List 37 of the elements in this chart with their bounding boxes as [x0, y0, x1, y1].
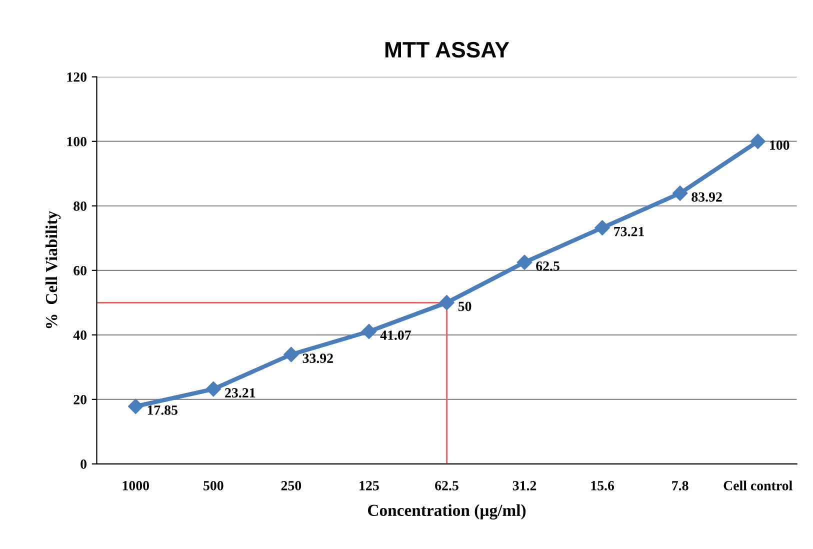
x-tick-label: 7.8: [672, 480, 688, 490]
point: [206, 381, 221, 397]
data-label: 73.21: [614, 226, 644, 236]
point: [516, 254, 532, 270]
x-tick-label: 62.5: [435, 481, 458, 490]
x-tick-label: 31.2: [512, 481, 536, 490]
x-tick-label: 250: [281, 480, 302, 490]
point: [439, 295, 454, 310]
point: [128, 398, 144, 414]
y-tick-label: 40: [73, 330, 86, 340]
data-label: 17.85: [148, 405, 178, 415]
x-tick-label: 500: [204, 480, 224, 490]
point: [284, 346, 299, 362]
point: [361, 324, 377, 340]
y-tick-label: 20: [74, 394, 86, 404]
y-axis-title: % Cell Viability: [45, 211, 61, 328]
chart-title: MTT ASSAY: [385, 42, 510, 58]
data-label: 62.5: [536, 261, 560, 271]
y-tick-label: 60: [74, 266, 86, 276]
data-label: 23.21: [225, 388, 256, 398]
data-label: 41.07: [380, 330, 411, 340]
data-label: 33.92: [302, 354, 333, 364]
y-tick-label: 120: [67, 72, 86, 82]
x-tick-label: 15.6: [591, 481, 614, 490]
x-axis-title: Concentration (µg/ml): [368, 504, 526, 520]
y-tick-label: 80: [74, 201, 86, 211]
x-tick-label: 125: [360, 481, 379, 490]
y-tick-label: 0: [80, 459, 86, 469]
point: [750, 134, 766, 149]
point: [594, 220, 610, 236]
x-tick-label: Cell control: [724, 480, 792, 490]
point: [672, 186, 688, 201]
x-tick-label: 1000: [122, 480, 149, 490]
y-tick-label: 100: [67, 136, 86, 146]
data-label: 83.92: [692, 192, 722, 202]
data-label: 100: [770, 140, 790, 150]
data-label: 50: [458, 302, 472, 312]
